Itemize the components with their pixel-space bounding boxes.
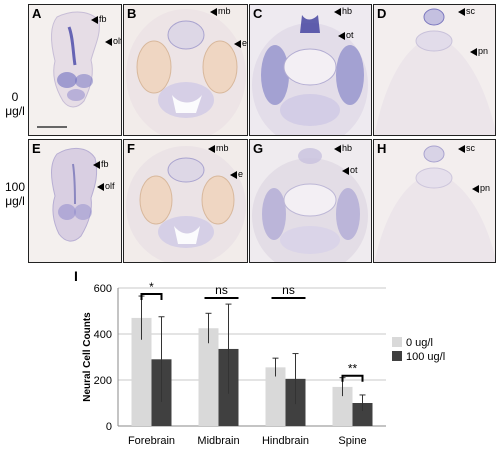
- micrograph-panel-g: G hb ot: [249, 139, 372, 263]
- panel-letter: B: [127, 6, 137, 21]
- tissue-section-image: [51, 148, 98, 242]
- arrowhead-icon: [470, 47, 477, 56]
- annotation-sc: sc: [458, 7, 475, 16]
- micrograph-panel-b: B mb e: [123, 4, 248, 136]
- x-tick-label: Midbrain: [197, 435, 239, 447]
- row-dose: 0: [11, 90, 19, 104]
- significance-label: *: [149, 280, 154, 294]
- annotation-fb: fb: [91, 15, 107, 24]
- arrowhead-icon: [458, 7, 465, 16]
- legend-label: 0 ug/l: [406, 337, 433, 349]
- bar-100-ug/l-forebrain: [151, 359, 172, 426]
- arrowhead-icon: [472, 184, 479, 193]
- bar-0-ug/l-midbrain: [198, 328, 219, 426]
- micrograph-panel-h: H sc pn: [373, 139, 496, 263]
- y-axis-label: Neural Cell Counts: [82, 312, 93, 402]
- row-unit: μg/l: [5, 104, 25, 118]
- row-dose: 100: [4, 180, 26, 194]
- tissue-section-image: [374, 145, 495, 262]
- arrowhead-icon: [93, 160, 100, 169]
- significance-label: ns: [215, 283, 228, 297]
- chart-panel-letter: I: [74, 268, 78, 284]
- annotation-e: e: [234, 39, 247, 48]
- panel-letter: G: [253, 141, 264, 156]
- legend-label: 100 ug/l: [406, 351, 445, 363]
- panel-letter: C: [253, 6, 263, 21]
- tissue-section-image: [252, 148, 368, 262]
- tissue-section-image: [374, 8, 495, 135]
- arrowhead-icon: [342, 166, 349, 175]
- x-tick-label: Spine: [338, 435, 366, 447]
- arrowhead-icon: [338, 31, 345, 40]
- x-tick-label: Hindbrain: [262, 435, 309, 447]
- row-label-treated: 100 μg/l: [0, 180, 30, 208]
- annotation-pn: pn: [470, 47, 488, 56]
- micrograph-panel-c: C hb ot: [249, 4, 372, 136]
- annotation-olf: olf: [105, 37, 121, 46]
- annotation-ot: ot: [338, 31, 354, 40]
- bar-0-ug/l-spine: [332, 386, 353, 426]
- legend-swatch: [392, 337, 402, 347]
- panel-letter: A: [32, 6, 42, 21]
- arrowhead-icon: [458, 144, 465, 153]
- arrowhead-icon: [91, 15, 98, 24]
- panel-letter: D: [377, 6, 387, 21]
- arrowhead-icon: [210, 7, 217, 16]
- micrograph-panel-f: F mb e: [123, 139, 248, 263]
- bar-0-ug/l-hindbrain: [265, 367, 286, 426]
- panel-letter: E: [32, 141, 41, 156]
- annotation-sc: sc: [458, 144, 475, 153]
- annotation-hb: hb: [334, 7, 352, 16]
- legend-swatch: [392, 351, 402, 361]
- annotation-fb: fb: [93, 160, 109, 169]
- significance-bracket: [341, 374, 364, 382]
- significance-bracket: [140, 293, 163, 301]
- arrowhead-icon: [208, 144, 215, 153]
- micrograph-panel-e: E fb olf: [28, 139, 122, 263]
- bar-100-ug/l-spine: [352, 403, 373, 426]
- bar-100-ug/l-midbrain: [218, 348, 239, 426]
- arrowhead-icon: [334, 7, 341, 16]
- annotation-mb: mb: [208, 144, 229, 153]
- y-tick-label: 600: [94, 283, 112, 295]
- tissue-section-image: [37, 11, 100, 128]
- micrograph-panel-a: A fb olf: [28, 4, 122, 136]
- tissue-section-image: [252, 15, 368, 135]
- x-tick-label: Forebrain: [128, 435, 175, 447]
- annotation-ot: ot: [342, 166, 358, 175]
- arrowhead-icon: [334, 144, 341, 153]
- tissue-section-image: [126, 146, 246, 262]
- row-label-control: 0 μg/l: [0, 90, 30, 118]
- y-tick-label: 400: [94, 329, 112, 341]
- arrowhead-icon: [105, 37, 112, 46]
- bar-100-ug/l-hindbrain: [285, 378, 306, 426]
- arrowhead-icon: [230, 170, 237, 179]
- y-tick-label: 200: [94, 375, 112, 387]
- annotation-e: e: [230, 170, 243, 179]
- arrowhead-icon: [234, 39, 241, 48]
- arrowhead-icon: [97, 182, 104, 191]
- annotation-mb: mb: [210, 7, 231, 16]
- annotation-pn: pn: [472, 184, 490, 193]
- annotation-olf: olf: [97, 182, 115, 191]
- tissue-section-image: [126, 9, 246, 135]
- bar-0-ug/l-forebrain: [131, 317, 152, 426]
- panel-letter: H: [377, 141, 387, 156]
- y-tick-label: 0: [106, 421, 112, 433]
- significance-label: **: [348, 362, 358, 376]
- panel-letter: F: [127, 141, 135, 156]
- significance-label: ns: [282, 283, 295, 297]
- row-unit: μg/l: [5, 194, 25, 208]
- annotation-hb: hb: [334, 144, 352, 153]
- micrograph-panel-d: D sc pn: [373, 4, 496, 136]
